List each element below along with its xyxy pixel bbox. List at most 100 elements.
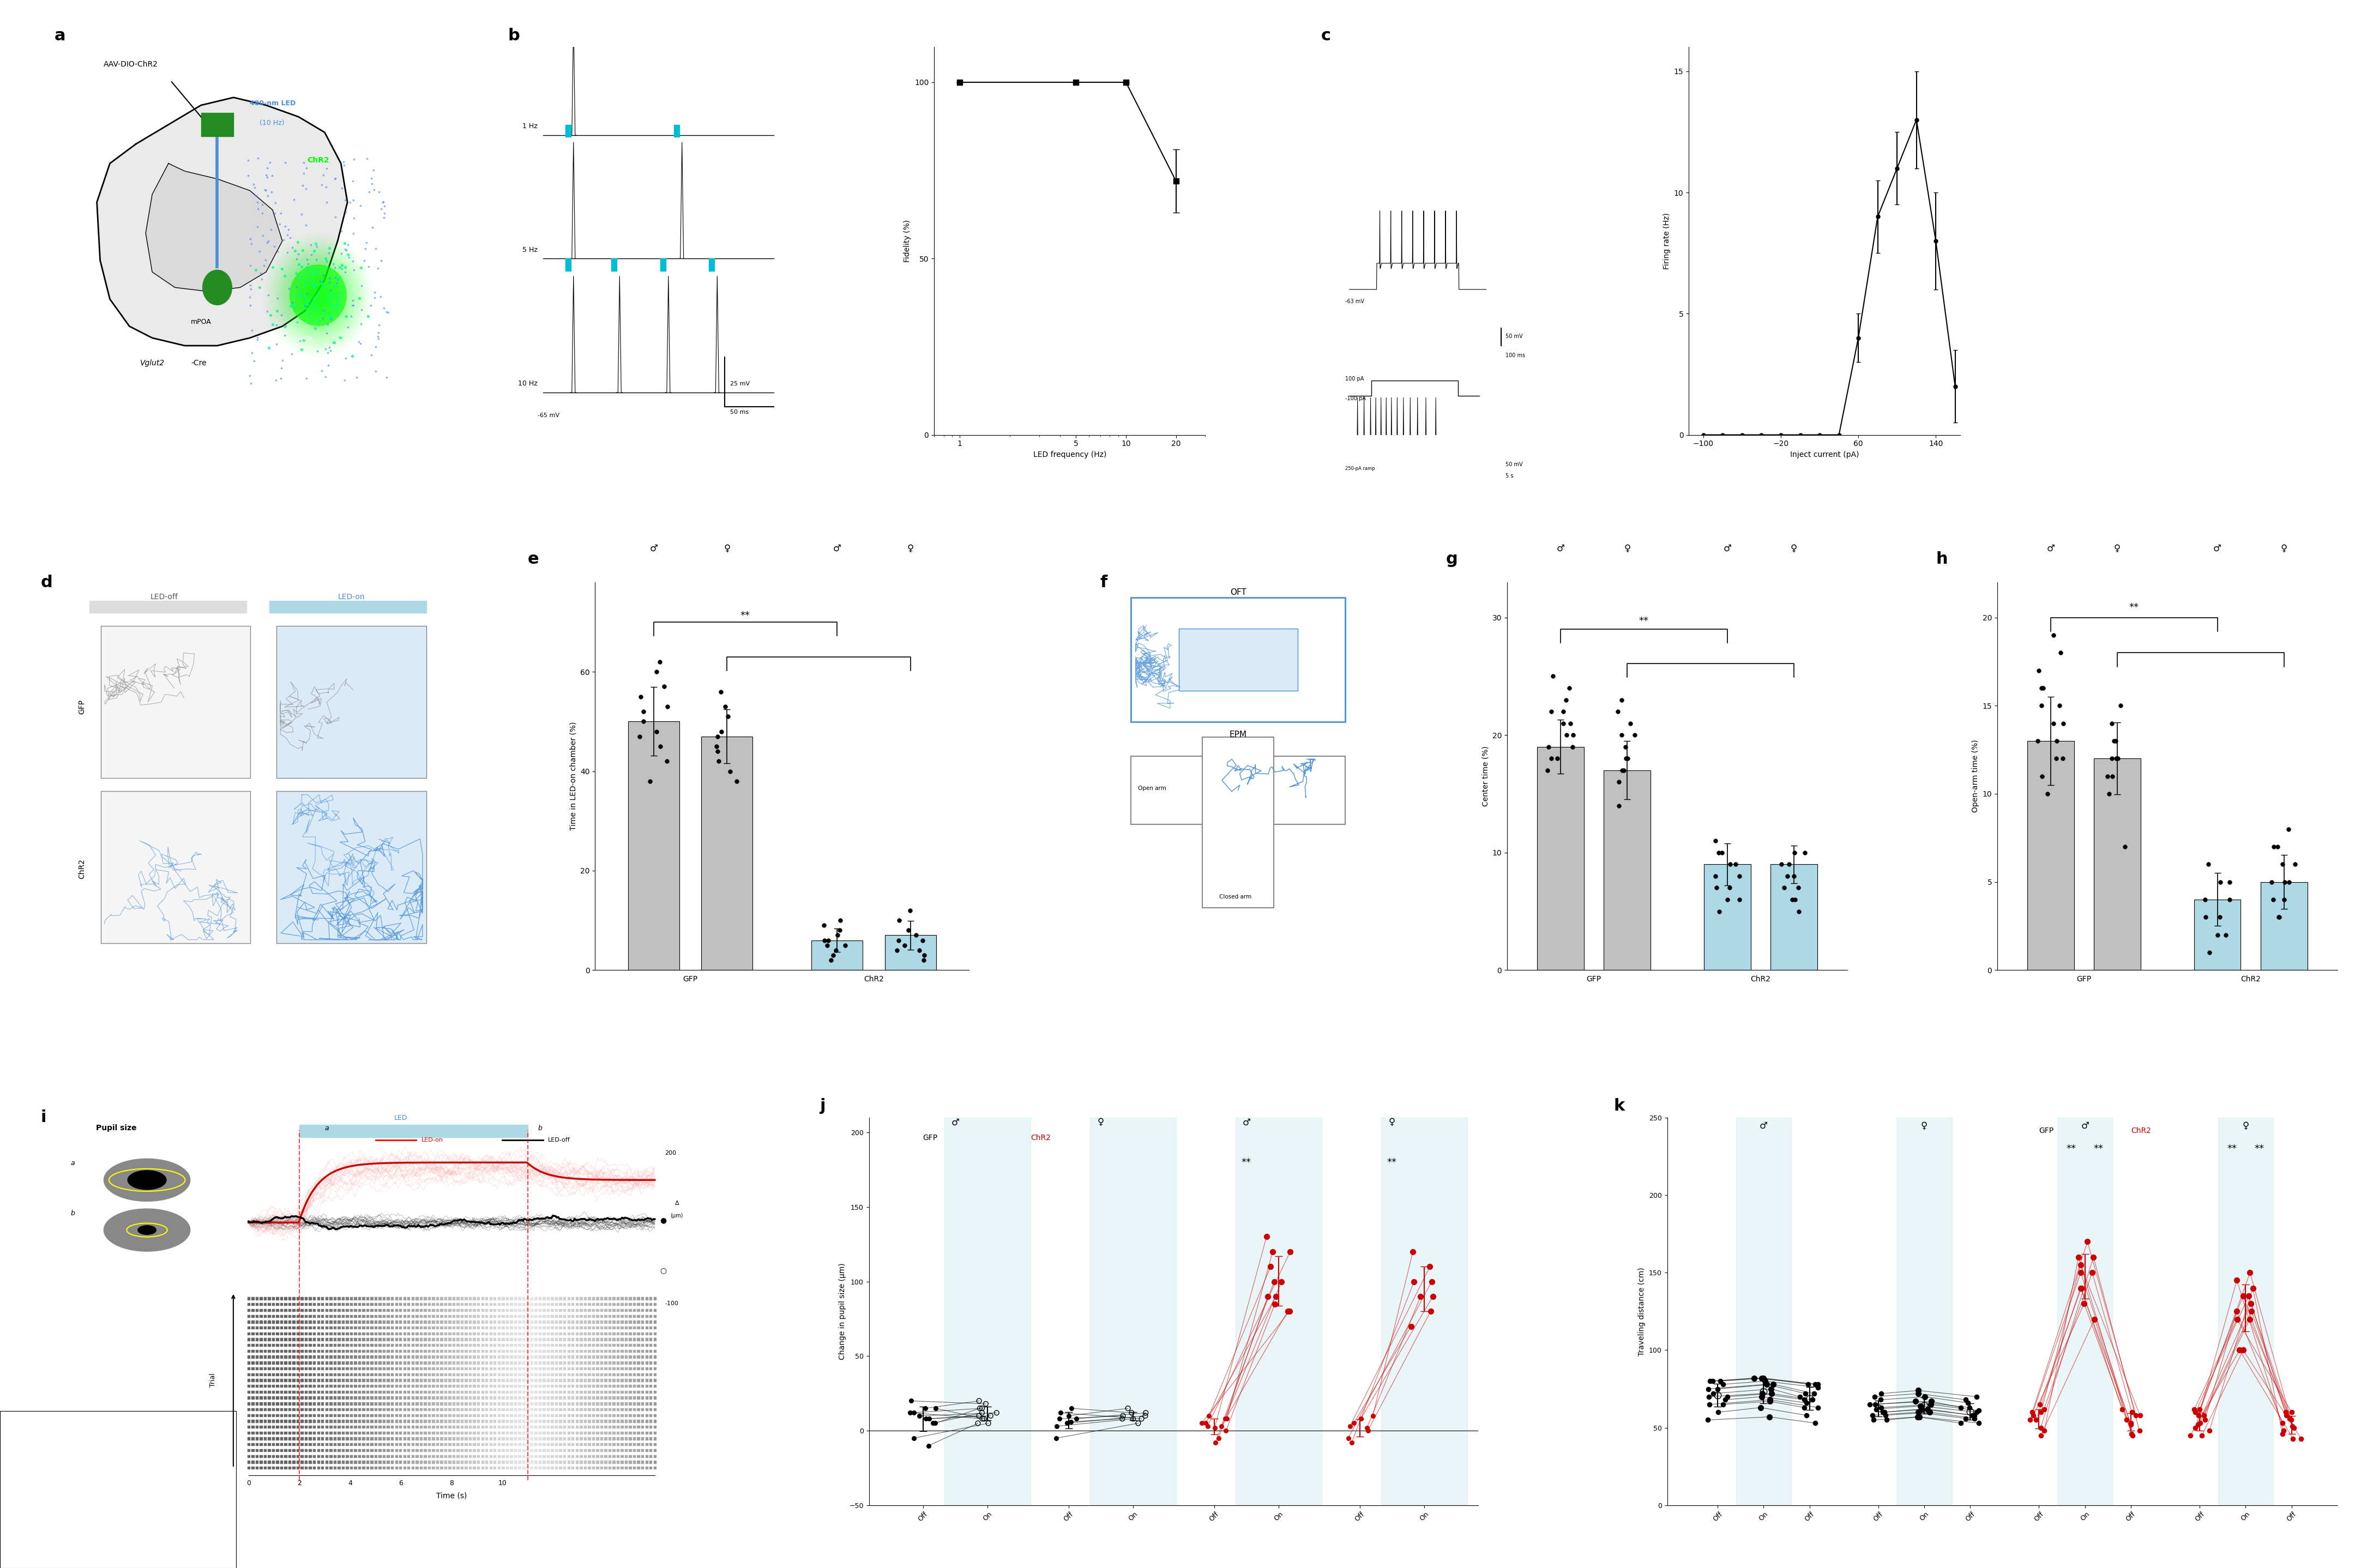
Point: [390, 1455, 427, 1480]
Point: [427, 1385, 465, 1410]
Point: [316, 1444, 354, 1469]
Point: [373, 1380, 411, 1405]
Point: [616, 1309, 654, 1334]
Point: [635, 1361, 673, 1386]
Point: [279, 1385, 316, 1410]
Point: [411, 1403, 449, 1428]
Point: [300, 1344, 338, 1369]
Point: [505, 1350, 543, 1375]
Point: [238, 1356, 276, 1381]
Point: [373, 1327, 411, 1352]
Point: [2094, 729, 2132, 754]
Point: [423, 1438, 460, 1463]
Point: [541, 1344, 578, 1369]
Point: [335, 1414, 373, 1439]
Point: [590, 1350, 628, 1375]
Point: [463, 1292, 501, 1317]
Point: [345, 1414, 382, 1439]
Point: [501, 1356, 538, 1381]
Point: [451, 1397, 489, 1422]
Point: [472, 1449, 510, 1474]
Point: [1702, 1369, 1740, 1394]
Point: [555, 1432, 593, 1457]
Point: [283, 1449, 321, 1474]
Point: [413, 1391, 451, 1416]
Point: [2019, 729, 2056, 754]
Point: [423, 1444, 460, 1469]
Point: [333, 1438, 371, 1463]
Point: [411, 1414, 449, 1439]
Point: [635, 1455, 673, 1480]
Point: [1851, 1392, 1889, 1417]
Point: [600, 1339, 637, 1364]
Point: [246, 1286, 283, 1311]
Point: [1745, 1366, 1783, 1391]
Text: 480-nm LED: 480-nm LED: [250, 100, 295, 107]
Point: [267, 1367, 305, 1392]
Point: [1110, 1396, 1147, 1421]
Point: [640, 649, 678, 674]
Point: [583, 1391, 621, 1416]
Point: [295, 1438, 333, 1463]
Point: [2191, 939, 2229, 964]
Point: [335, 1344, 373, 1369]
Point: [534, 1367, 571, 1392]
Point: [274, 1327, 312, 1352]
Point: [517, 1408, 555, 1433]
Point: [571, 1333, 609, 1358]
Point: [430, 1385, 467, 1410]
Point: [616, 1449, 654, 1474]
Text: ChR2: ChR2: [2132, 1127, 2151, 1135]
Point: [335, 1320, 373, 1345]
Point: [262, 1327, 300, 1352]
Point: [472, 1361, 510, 1386]
Point: [241, 1320, 279, 1345]
Point: [538, 1309, 576, 1334]
Point: [288, 1298, 326, 1323]
Point: [257, 1316, 295, 1341]
Point: [472, 1350, 510, 1375]
Point: [1256, 1284, 1294, 1309]
Text: LED-on: LED-on: [338, 593, 366, 601]
Point: [312, 1397, 349, 1422]
Point: [496, 1286, 534, 1311]
Point: [255, 1292, 293, 1317]
Point: [246, 1333, 283, 1358]
Point: [229, 1350, 267, 1375]
Point: [1948, 1406, 1986, 1432]
Point: [477, 1320, 515, 1345]
Point: [246, 1455, 283, 1480]
Point: [423, 1391, 460, 1416]
Point: [340, 1432, 378, 1457]
Point: [328, 1380, 366, 1405]
Point: [378, 1320, 416, 1345]
Point: [524, 1380, 562, 1405]
Circle shape: [137, 1226, 156, 1234]
Point: [323, 1414, 361, 1439]
Point: [600, 1391, 637, 1416]
Point: [373, 1350, 411, 1375]
Point: [1119, 1411, 1157, 1436]
Point: [635, 1286, 673, 1311]
Point: [394, 1421, 432, 1446]
Point: [267, 1344, 305, 1369]
Point: [571, 1425, 609, 1450]
Point: [1702, 840, 1740, 866]
Point: [352, 1421, 390, 1446]
Point: [427, 1292, 465, 1317]
Point: [616, 1361, 654, 1386]
Point: [418, 1421, 456, 1446]
Point: [541, 1391, 578, 1416]
Point: [406, 1344, 444, 1369]
Point: [352, 1444, 390, 1469]
Point: [340, 1455, 378, 1480]
Point: [333, 1444, 371, 1469]
Point: [361, 1425, 399, 1450]
Point: [312, 1432, 349, 1457]
Point: [635, 1421, 673, 1446]
Point: [512, 1286, 550, 1311]
Point: [406, 1356, 444, 1381]
Point: [472, 1286, 510, 1311]
Point: [637, 718, 675, 743]
Point: [373, 1391, 411, 1416]
